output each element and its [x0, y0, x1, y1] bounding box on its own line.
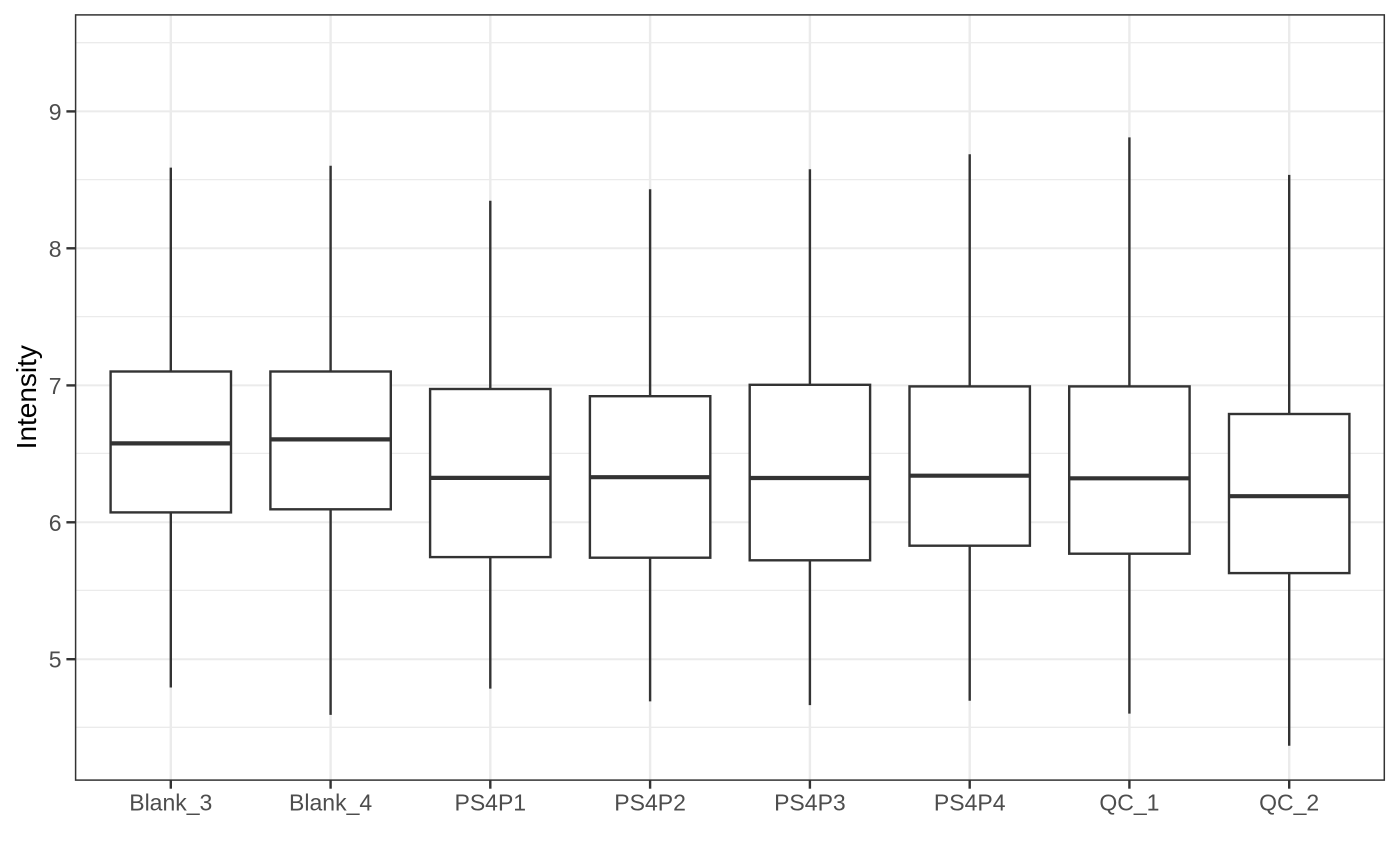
svg-text:5: 5 [49, 647, 62, 673]
svg-text:PS4P4: PS4P4 [934, 789, 1006, 815]
svg-text:PS4P2: PS4P2 [614, 789, 686, 815]
svg-text:Blank_4: Blank_4 [289, 789, 372, 815]
svg-text:Intensity: Intensity [11, 345, 42, 449]
svg-text:8: 8 [49, 236, 62, 262]
svg-text:6: 6 [49, 510, 62, 536]
svg-text:7: 7 [49, 373, 62, 399]
svg-text:9: 9 [49, 99, 62, 125]
svg-text:PS4P1: PS4P1 [454, 789, 526, 815]
svg-text:Blank_3: Blank_3 [129, 789, 212, 815]
svg-text:PS4P3: PS4P3 [774, 789, 846, 815]
svg-text:QC_2: QC_2 [1259, 789, 1319, 815]
svg-text:QC_1: QC_1 [1099, 789, 1159, 815]
